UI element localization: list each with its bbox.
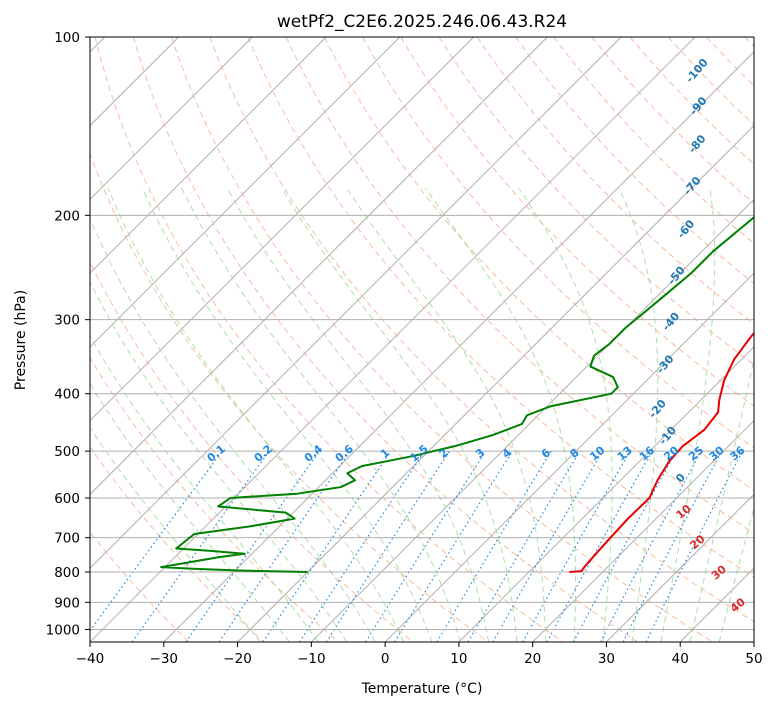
x-tick-label: −20 xyxy=(223,651,252,667)
x-tick-label: 50 xyxy=(745,651,762,667)
y-tick-label: 900 xyxy=(54,595,80,611)
dry-adiabat-line xyxy=(400,37,754,407)
x-tick-label: 20 xyxy=(524,651,541,667)
moist-adiabat-line xyxy=(181,188,461,642)
mixing-ratio-line xyxy=(467,450,581,642)
y-axis-label: Pressure (hPa) xyxy=(13,290,29,390)
dry-adiabat-line xyxy=(90,356,339,642)
x-tick-label: −10 xyxy=(297,651,326,667)
moist-adiabat-line xyxy=(90,280,348,642)
x-axis: −40 −30 −20 −10 0 10 20 30 40 50 xyxy=(76,642,763,667)
temperature-profile-line xyxy=(569,331,754,574)
y-tick-label: 500 xyxy=(54,444,80,460)
y-tick-label: 600 xyxy=(54,491,80,507)
background-lines xyxy=(90,37,754,642)
isotherm-line xyxy=(90,37,253,200)
y-tick-label: 300 xyxy=(54,313,80,329)
dry-adiabat-line xyxy=(209,37,754,623)
moist-adiabat-line xyxy=(689,356,754,642)
x-tick-label: 0 xyxy=(381,651,390,667)
isotherm-line xyxy=(90,37,327,274)
dry-adiabat-line xyxy=(90,152,489,642)
dry-adiabat-line xyxy=(438,37,754,366)
y-tick-label: 800 xyxy=(54,565,80,581)
dry-adiabat-line xyxy=(90,446,265,642)
dry-adiabat-line xyxy=(247,37,754,578)
moist-adiabat-line xyxy=(227,188,490,642)
dry-adiabat-line xyxy=(591,37,754,205)
moist-adiabat-line xyxy=(660,188,716,642)
isotherm-line xyxy=(90,37,696,642)
y-tick-label: 100 xyxy=(54,30,80,46)
moist-adiabat-line xyxy=(618,188,659,642)
moist-adiabat-line xyxy=(518,187,613,642)
y-axis: 100 200 300 400 500 600 700 800 900 1000 xyxy=(46,30,90,638)
x-tick-label: −30 xyxy=(150,651,179,667)
isotherm-line xyxy=(90,37,622,569)
x-tick-label: 40 xyxy=(672,651,689,667)
plot-frame xyxy=(89,36,755,643)
y-tick-label: 200 xyxy=(54,208,80,224)
moist-adiabat-line xyxy=(141,188,433,642)
mixing-ratio-line xyxy=(218,450,351,642)
isotherm-line xyxy=(384,272,754,642)
y-tick-label: 1000 xyxy=(46,622,80,638)
dry-adiabat-line xyxy=(132,37,639,642)
dry-adiabat-line xyxy=(285,37,754,534)
isotherm-line xyxy=(237,124,754,642)
mixing-ratio-line xyxy=(262,450,392,642)
isotherm-line xyxy=(458,346,754,642)
dry-adiabat-line xyxy=(90,260,414,642)
mixing-ratio-line xyxy=(365,450,487,642)
y-tick-label: 700 xyxy=(54,531,80,547)
moist-adiabat-line xyxy=(281,187,518,642)
mixing-ratio-line xyxy=(131,450,270,642)
dry-adiabat-line xyxy=(171,37,713,642)
chart-title: wetPf2_C2E6.2025.246.06.43.R24 xyxy=(277,12,567,32)
isotherm-line xyxy=(606,493,754,642)
isotherm-line xyxy=(90,37,548,496)
isotherm-line xyxy=(532,420,754,642)
dry-adiabat-line xyxy=(553,37,754,245)
dewpoint-profile-line xyxy=(160,216,754,574)
mixing-ratio-line xyxy=(573,450,677,642)
moist-adiabat-line xyxy=(107,188,405,642)
x-tick-label: 30 xyxy=(598,651,615,667)
isotherm-line xyxy=(90,37,474,422)
mixing-ratio-line xyxy=(436,450,552,642)
y-tick-label: 400 xyxy=(54,387,80,403)
x-axis-label: Temperature (°C) xyxy=(361,681,483,697)
pressure-gridlines xyxy=(90,37,754,630)
moist-adiabat-line xyxy=(346,187,547,642)
sounding-profiles xyxy=(160,216,754,574)
moist-adiabat-line xyxy=(90,217,376,642)
dry-adiabat-line xyxy=(94,37,564,642)
isotherm-line xyxy=(90,37,401,348)
mixing-ratio-line xyxy=(394,450,513,642)
x-tick-label: 10 xyxy=(450,651,467,667)
mixing-ratio-line xyxy=(185,450,320,642)
mixing-ratio-line xyxy=(299,450,426,642)
mixing-ratio-line xyxy=(325,450,450,642)
x-tick-label: −40 xyxy=(76,651,105,667)
isotherm-line xyxy=(163,51,754,642)
